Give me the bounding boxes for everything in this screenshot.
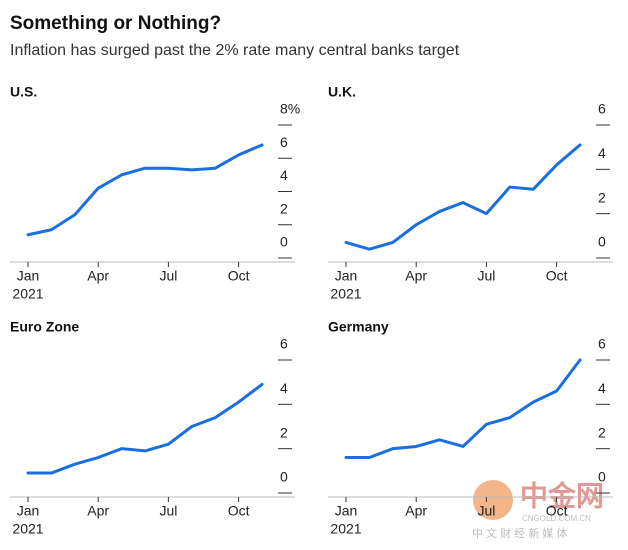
y-tick-label: 4: [280, 167, 288, 183]
x-tick-label: Jul: [477, 503, 495, 519]
x-tick-label: Jul: [159, 503, 177, 519]
x-tick-label: Apr: [87, 503, 109, 519]
watermark: 中金网 CNGOLD.COM.CN 中 文 财 经 新 媒 体: [472, 479, 604, 540]
x-tick-label: Apr: [405, 268, 427, 284]
x-year-label: 2021: [12, 286, 43, 302]
y-tick-label: 2: [280, 200, 288, 216]
x-tick-label: Apr: [87, 268, 109, 284]
x-tick-label: Jan: [17, 268, 40, 284]
x-tick-label: Oct: [546, 268, 568, 284]
y-tick-label: 6: [280, 336, 288, 352]
line: [344, 143, 582, 251]
y-tick-label: 0: [280, 469, 288, 485]
panel-title: U.K.: [328, 84, 356, 100]
x-tick-label: Jul: [159, 268, 177, 284]
y-tick-label: 0: [280, 234, 288, 250]
x-tick-label: Oct: [228, 268, 250, 284]
x-year-label: 2021: [330, 521, 361, 537]
line: [26, 382, 264, 475]
line: [344, 358, 582, 460]
y-tick-label: 2: [598, 424, 606, 440]
watermark-tagline: 中 文 财 经 新 媒 体: [472, 526, 567, 540]
y-tick-label: 6: [598, 336, 606, 352]
y-tick-label: 4: [280, 380, 288, 396]
line: [26, 143, 264, 237]
panel-title: U.S.: [10, 84, 37, 100]
watermark-url: CNGOLD.COM.CN: [522, 514, 591, 523]
y-tick-label: 6: [280, 134, 288, 150]
x-tick-label: Oct: [546, 503, 568, 519]
x-year-label: 2021: [12, 521, 43, 537]
panel-title: Euro Zone: [10, 319, 79, 335]
x-tick-label: Jan: [335, 503, 358, 519]
chart-title: Something or Nothing?: [10, 13, 221, 34]
x-tick-label: Apr: [405, 503, 427, 519]
y-tick-label: 0: [598, 234, 606, 250]
x-year-label: 2021: [330, 286, 361, 302]
x-tick-label: Jan: [17, 503, 40, 519]
x-tick-label: Jan: [335, 268, 358, 284]
y-tick-label: 4: [598, 380, 606, 396]
y-tick-label: 0: [598, 469, 606, 485]
watermark-icon: [473, 480, 513, 520]
y-tick-label: 8%: [280, 101, 300, 117]
x-tick-label: Oct: [228, 503, 250, 519]
y-tick-label: 2: [598, 189, 606, 205]
y-tick-label: 6: [598, 101, 606, 117]
watermark-logo: 中金网: [520, 479, 604, 511]
y-tick-label: 4: [598, 145, 606, 161]
x-tick-label: Jul: [477, 268, 495, 284]
y-tick-label: 2: [280, 424, 288, 440]
chart-subtitle: Inflation has surged past the 2% rate ma…: [10, 42, 460, 59]
panel-title: Germany: [328, 319, 389, 335]
